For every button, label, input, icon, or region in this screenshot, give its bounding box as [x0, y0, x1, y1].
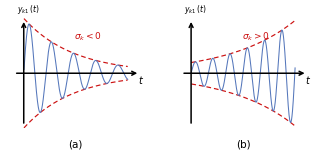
Text: $y_{k1}\,(t)$: $y_{k1}\,(t)$ — [184, 3, 207, 16]
Text: (a): (a) — [69, 139, 83, 149]
Text: $\sigma_k > 0$: $\sigma_k > 0$ — [242, 30, 269, 43]
Text: $t$: $t$ — [305, 74, 311, 86]
Text: $y_{k1}\,(t)$: $y_{k1}\,(t)$ — [17, 3, 40, 16]
Text: $t$: $t$ — [138, 74, 144, 86]
Text: (b): (b) — [236, 139, 250, 149]
Text: $\sigma_k < 0$: $\sigma_k < 0$ — [74, 30, 102, 43]
